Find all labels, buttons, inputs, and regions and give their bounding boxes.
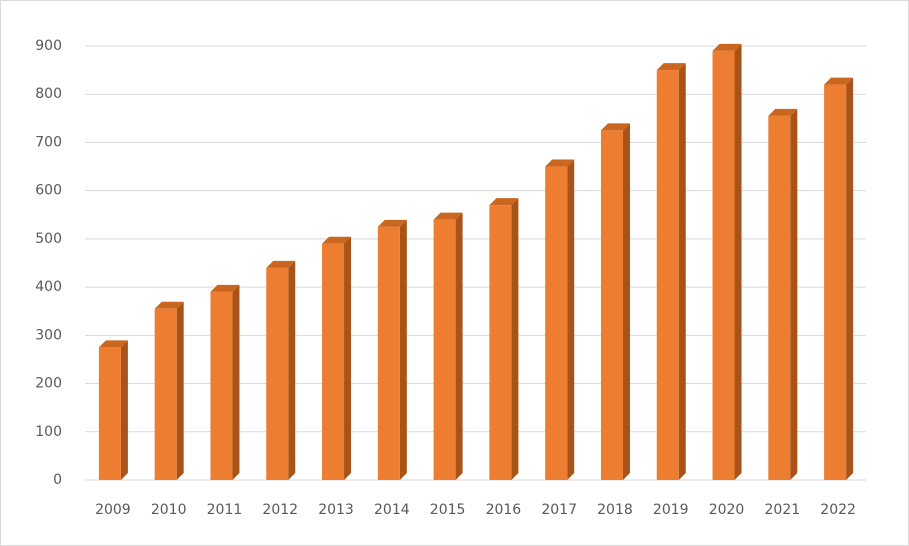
y-tick-label: 800 bbox=[35, 86, 62, 102]
bar-side bbox=[567, 159, 575, 481]
bar bbox=[712, 50, 735, 480]
bar-side bbox=[120, 340, 128, 480]
x-tick-label: 2017 bbox=[541, 502, 577, 518]
bar-top bbox=[712, 43, 742, 51]
bar-top bbox=[489, 198, 519, 206]
bar-side bbox=[344, 236, 352, 480]
x-tick-label: 2016 bbox=[486, 502, 522, 518]
bar-side bbox=[846, 77, 854, 481]
bar-side bbox=[455, 212, 463, 480]
x-tick-label: 2013 bbox=[318, 502, 354, 518]
y-tick-label: 300 bbox=[35, 327, 62, 343]
bar bbox=[322, 243, 345, 480]
bar-side bbox=[176, 301, 184, 480]
bar-top bbox=[768, 108, 798, 116]
y-tick-label: 900 bbox=[35, 38, 62, 54]
bar-side bbox=[232, 284, 240, 480]
x-tick-label: 2018 bbox=[597, 502, 633, 518]
bar bbox=[768, 115, 791, 480]
bar-side bbox=[734, 43, 742, 480]
x-tick-label: 2011 bbox=[207, 502, 243, 518]
bar-side bbox=[399, 219, 407, 481]
bar bbox=[656, 70, 679, 480]
bar-side bbox=[678, 63, 686, 480]
x-tick-label: 2021 bbox=[765, 502, 801, 518]
bar bbox=[266, 267, 289, 480]
y-tick-label: 0 bbox=[53, 472, 62, 488]
y-tick-label: 600 bbox=[35, 183, 62, 199]
bar-top bbox=[377, 219, 407, 227]
bar-top bbox=[322, 236, 352, 244]
bar bbox=[545, 166, 568, 481]
bar bbox=[489, 205, 512, 480]
bar bbox=[824, 84, 847, 481]
x-tick-label: 2022 bbox=[820, 502, 856, 518]
bar bbox=[98, 347, 121, 480]
bar bbox=[600, 130, 623, 480]
bar-top bbox=[210, 284, 240, 292]
x-tick-label: 2010 bbox=[151, 502, 187, 518]
bar-top bbox=[600, 123, 630, 131]
bar-side bbox=[288, 260, 296, 480]
bar-side bbox=[790, 108, 798, 480]
bar-top bbox=[154, 301, 184, 309]
x-tick-label: 2019 bbox=[653, 502, 689, 518]
bar-top bbox=[266, 260, 296, 268]
bar bbox=[210, 291, 233, 480]
x-tick-label: 2014 bbox=[374, 502, 410, 518]
bar bbox=[377, 226, 400, 480]
bar-top bbox=[433, 212, 463, 220]
bar bbox=[154, 308, 177, 480]
y-tick-label: 400 bbox=[35, 279, 62, 295]
x-tick-label: 2009 bbox=[95, 502, 131, 518]
x-tick-label: 2015 bbox=[430, 502, 466, 518]
bar bbox=[433, 219, 456, 480]
bar-top bbox=[824, 77, 854, 85]
bar-side bbox=[622, 123, 630, 480]
bar-top bbox=[656, 63, 686, 71]
y-tick-label: 500 bbox=[35, 231, 62, 247]
y-tick-label: 200 bbox=[35, 376, 62, 392]
y-tick-label: 100 bbox=[35, 424, 62, 440]
bar-side bbox=[511, 198, 519, 480]
x-tick-label: 2012 bbox=[262, 502, 298, 518]
x-tick-label: 2020 bbox=[709, 502, 745, 518]
y-tick-label: 700 bbox=[35, 134, 62, 150]
bar-top bbox=[545, 159, 575, 167]
bar-top bbox=[98, 340, 128, 348]
